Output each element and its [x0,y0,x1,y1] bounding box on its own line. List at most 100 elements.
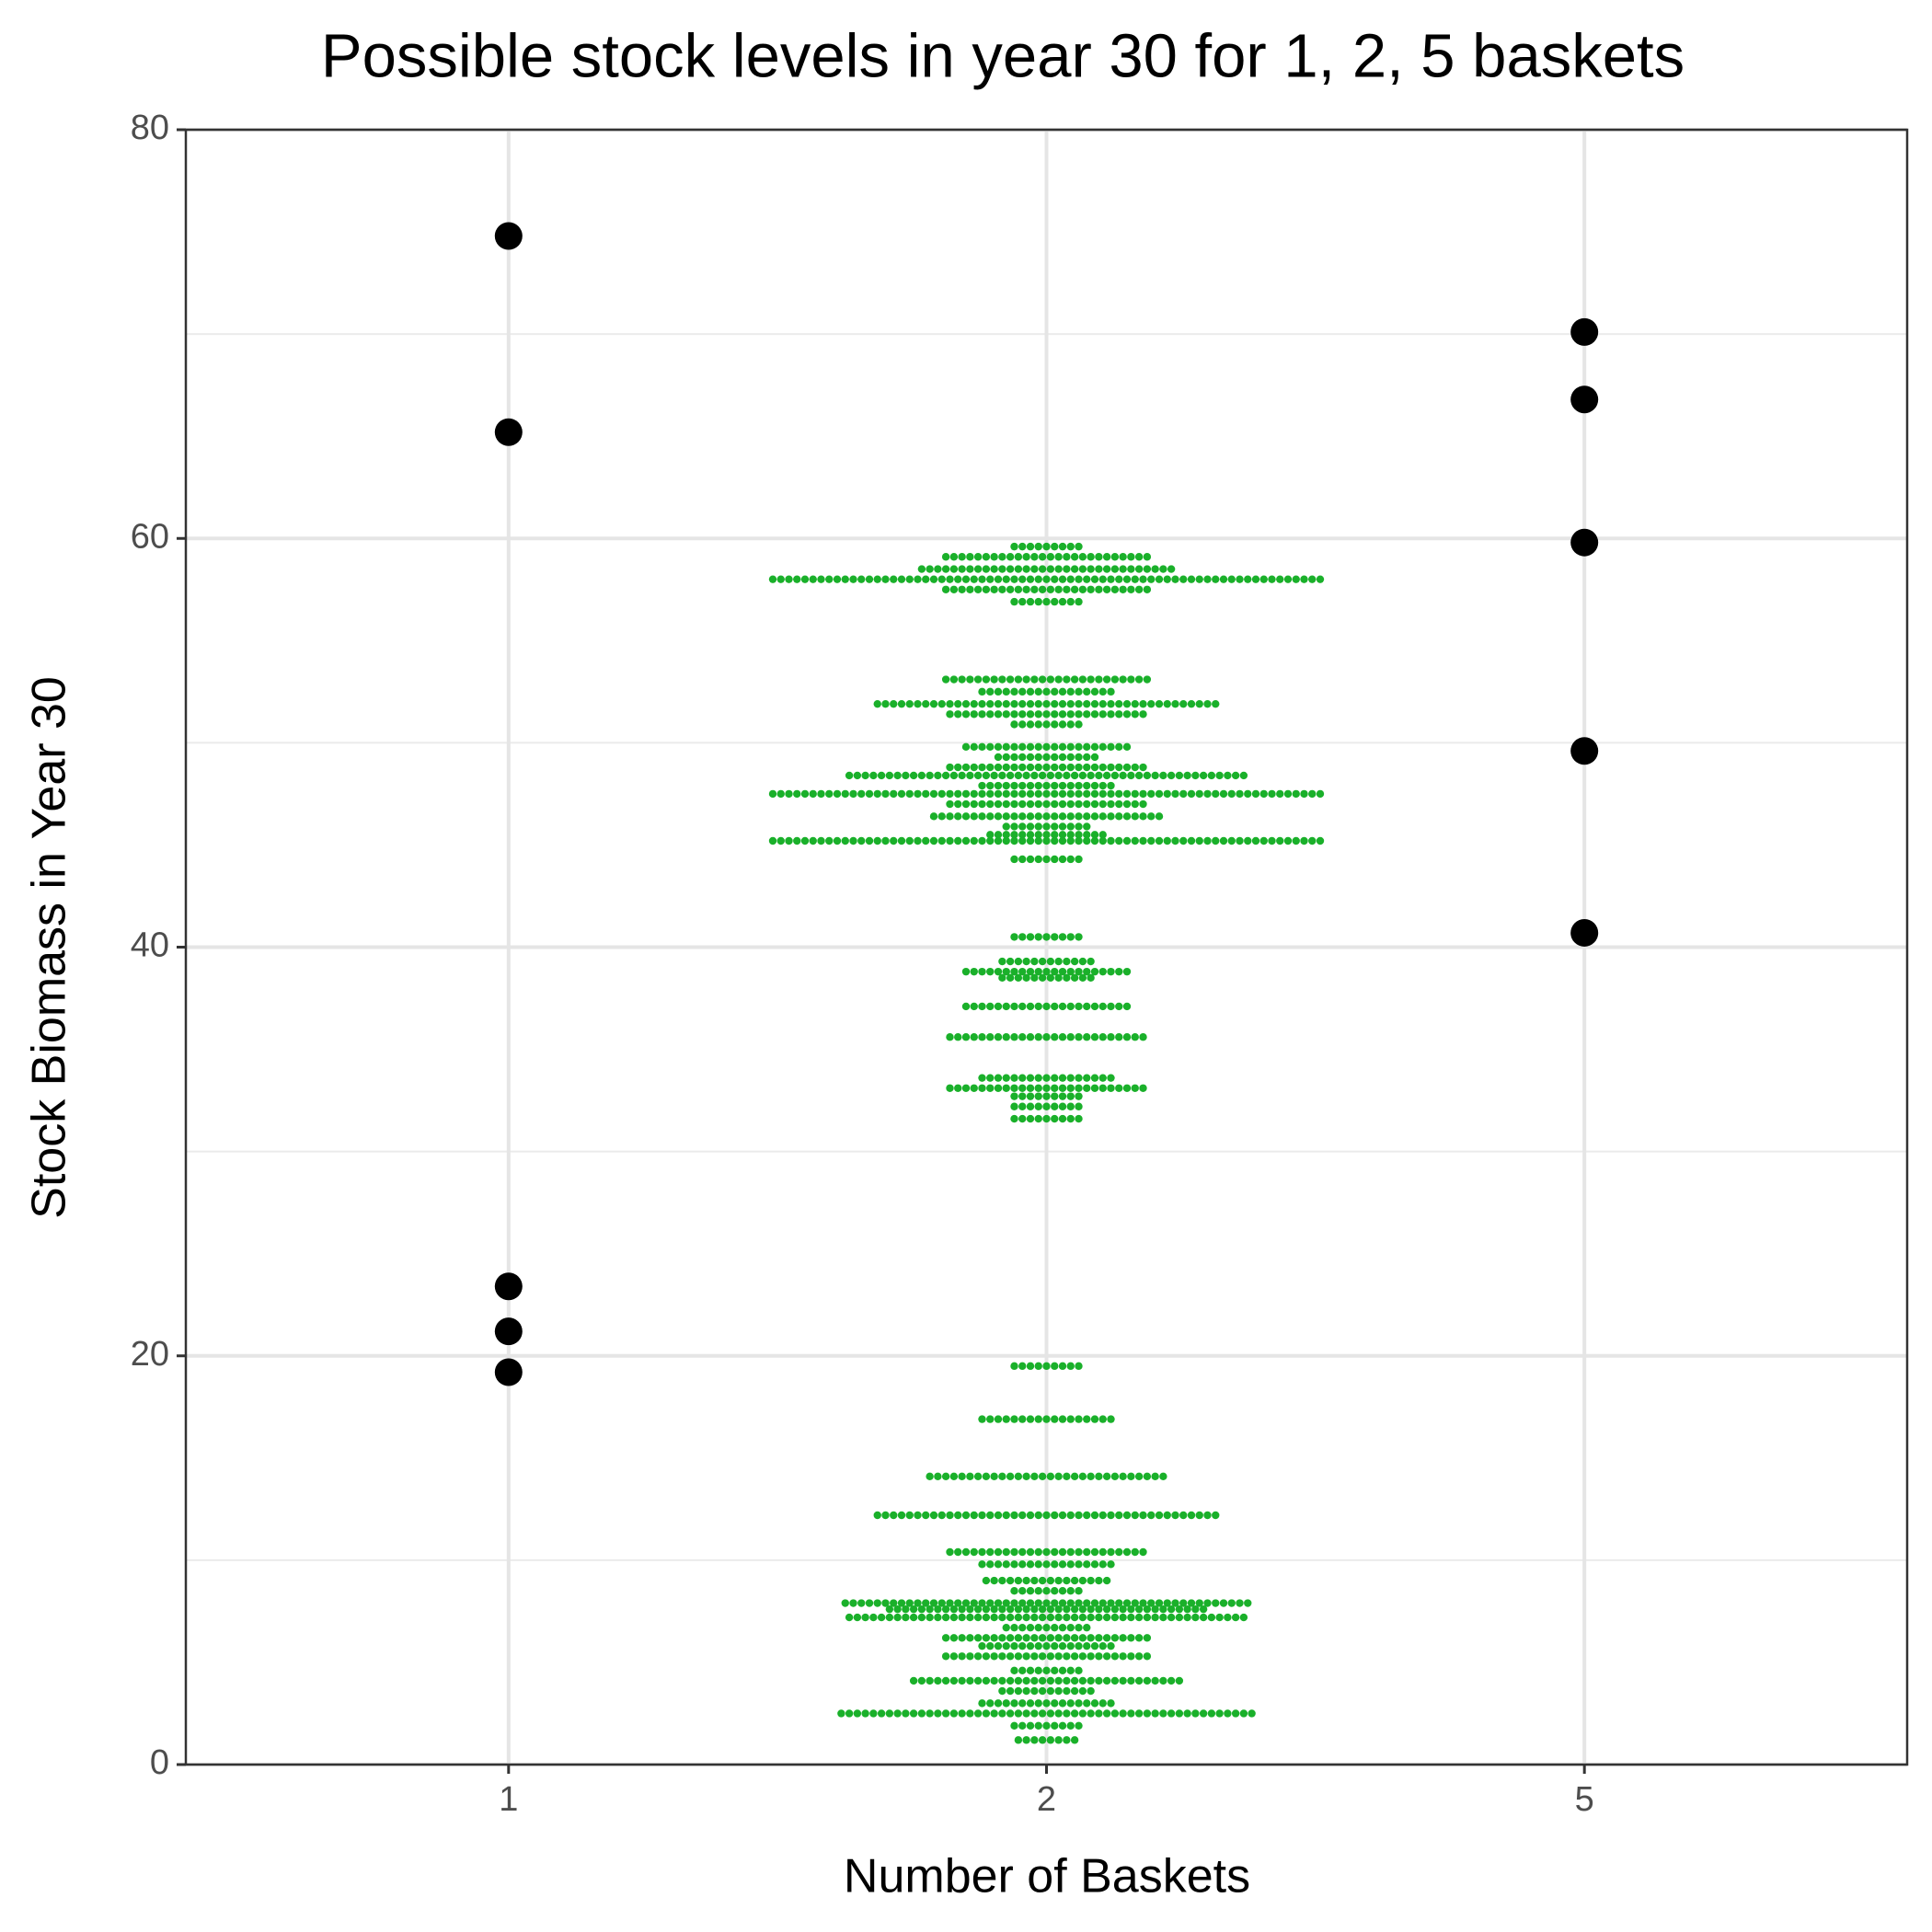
dot [990,1634,998,1642]
dot [1075,597,1083,606]
dot [825,836,834,845]
dot [982,1472,991,1481]
x-tick-label: 2 [1037,1780,1056,1819]
dot [1014,973,1023,983]
dot [1042,1623,1051,1632]
dot [1046,585,1055,593]
dot [1098,710,1107,719]
dot [926,1604,934,1614]
y-tick-label: 60 [131,517,169,556]
dot [1102,1613,1111,1622]
dot [1051,799,1059,809]
dot [1006,675,1015,684]
dot [1046,1676,1055,1685]
dot [1010,1511,1018,1520]
dot [994,1599,1003,1607]
dot [1075,753,1083,762]
dot [1042,575,1051,583]
dot [890,1511,898,1520]
dot [1207,1709,1216,1718]
dot [1038,1472,1047,1481]
dot [1022,1676,1030,1685]
dot [1002,831,1010,839]
dot [1259,836,1268,845]
dot [1276,575,1284,583]
dot [1143,1634,1152,1642]
dot [1066,1415,1075,1423]
dot [1054,675,1063,684]
dot [1155,699,1164,708]
dot [1070,1736,1079,1744]
dot [978,763,986,772]
dot [966,585,974,593]
dot [809,575,817,583]
dot [1098,1547,1107,1557]
dot [917,565,926,573]
dot [1227,789,1236,799]
dot [1066,1586,1075,1595]
dot [1171,789,1179,799]
dot [926,1472,934,1481]
dot [1087,1576,1095,1585]
dot [994,742,1003,752]
dot [1026,799,1035,809]
dot [1187,836,1196,845]
dot [1066,597,1075,606]
dot [994,1699,1003,1708]
dot [1155,812,1164,821]
dot [1063,1576,1071,1585]
dot [970,1002,978,1011]
dot [937,575,946,583]
dot [922,699,930,708]
dot [994,1033,1003,1041]
dot [949,585,959,593]
dot [990,675,998,684]
dot [1098,1002,1107,1011]
dot [1110,1676,1120,1685]
dot [1066,855,1075,864]
dot [978,710,986,719]
dot [1014,1736,1023,1744]
dot [1167,1709,1176,1718]
dot [1046,973,1055,983]
dot [954,1084,962,1092]
dot [1014,1472,1023,1481]
dot [958,1634,966,1642]
dot [1042,1699,1051,1708]
dot [1018,1033,1027,1041]
dot [1058,812,1067,821]
dot [800,789,810,799]
dot [869,1613,878,1622]
dot [946,1033,954,1041]
dot [941,565,950,573]
dot [1098,799,1107,809]
dot [1026,933,1035,941]
dot [982,1576,991,1585]
dot [1010,1033,1018,1041]
dot [1034,1599,1042,1607]
dot [966,565,974,573]
dot [1110,1709,1120,1718]
dot [1070,675,1079,684]
dot [1030,565,1039,573]
dot [1139,1547,1147,1557]
dot [954,789,962,799]
dot [1131,1547,1139,1557]
dot [1095,1634,1103,1642]
dot [994,753,1003,762]
dot [1042,836,1051,845]
dot [1308,789,1317,799]
dot [1078,1676,1087,1685]
dot [1231,771,1240,780]
dot [1107,687,1115,696]
dot [973,1604,983,1614]
dot [922,1599,930,1607]
dot [1087,1472,1095,1481]
dot [1183,1709,1191,1718]
dot [922,1511,930,1520]
dot [1090,1084,1099,1092]
dot [1143,1613,1152,1622]
dot [1058,1102,1067,1110]
dot [1259,575,1268,583]
dot [1063,973,1071,983]
